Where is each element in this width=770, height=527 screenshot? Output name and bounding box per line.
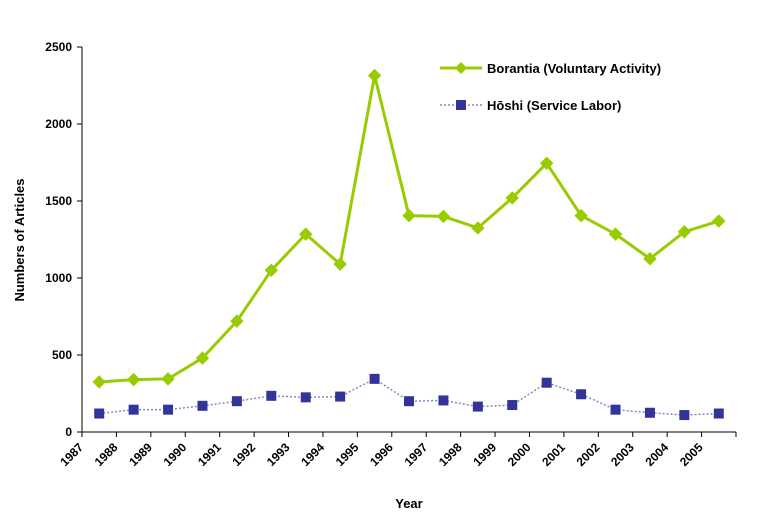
x-tick-label: 1992 [229,440,258,469]
data-point-diamond [436,209,451,224]
x-tick-label: 1995 [333,440,362,469]
data-point-diamond [677,225,692,239]
data-point-square [128,404,139,415]
y-tick-label: 1000 [45,271,72,285]
data-point-square [576,389,587,400]
x-tick-label: 1991 [195,440,224,469]
data-point-diamond [367,68,382,83]
data-point-square [507,400,518,411]
legend-label: Hōshi (Service Labor) [487,98,621,113]
y-tick-label: 500 [52,348,72,362]
data-point-diamond [161,372,175,386]
data-point-square [610,404,621,415]
data-point-square [472,401,483,412]
series-line [99,75,720,384]
y-tick-label: 1500 [45,194,72,208]
y-tick-label: 2000 [45,117,72,131]
x-tick-label: 1994 [298,440,327,469]
data-point-square [197,400,208,411]
y-tick-label: 0 [65,425,72,439]
data-point-diamond [574,208,588,223]
data-point-diamond [230,314,244,328]
y-axis-title: Numbers of Articles [12,178,27,301]
data-point-square [266,390,277,401]
series-hoshi [94,373,724,421]
data-point-square [300,392,311,403]
x-tick-label: 1996 [367,440,396,469]
x-tick-label: 1989 [126,440,155,469]
legend-marker-diamond [455,62,467,74]
x-tick-label: 2000 [505,440,534,469]
x-tick-label: 1998 [436,440,465,469]
data-point-square [369,373,380,384]
data-point-diamond [712,214,726,228]
x-tick-label: 2004 [642,440,671,469]
series-borantia [92,68,726,389]
data-point-square [644,407,655,418]
series-layer [92,68,726,421]
x-tick-label: 1997 [402,440,431,469]
data-point-square [679,410,690,421]
data-point-square [541,377,552,388]
data-point-square [335,391,346,402]
chart-axes: 0 500 1000 1500 2000 2500 1987 1988 1989 1990 1991… [45,40,737,469]
legend-item: Borantia (Voluntary Activity) [440,61,661,76]
x-tick-label: 1988 [92,440,121,469]
data-point-square [231,396,242,407]
x-tick-label: 1999 [470,440,499,469]
data-point-diamond [126,372,141,387]
x-tick-label: 2002 [574,440,603,469]
data-point-diamond [539,156,554,170]
x-tick-label: 2001 [539,440,568,469]
data-point-diamond [195,351,210,365]
data-point-diamond [333,257,347,271]
x-tick-label: 2005 [677,440,706,469]
data-point-diamond [471,221,485,235]
legend-item: Hōshi (Service Labor) [440,98,621,113]
data-point-diamond [402,208,416,223]
data-point-diamond [92,375,106,389]
data-point-square [713,408,724,419]
legend-label: Borantia (Voluntary Activity) [487,61,661,76]
data-point-square [94,408,105,419]
y-tick-label: 2500 [45,40,72,54]
x-tick-label: 1987 [57,440,86,469]
chart-legend: Borantia (Voluntary Activity) Hōshi (Serv… [440,61,661,113]
legend-marker-square [456,100,466,110]
x-tick-label: 2003 [608,440,637,469]
data-point-diamond [608,227,623,241]
data-point-diamond [643,252,657,266]
data-point-diamond [299,227,313,241]
x-tick-label: 1990 [161,440,190,469]
data-point-square [404,396,414,407]
data-point-square [163,404,174,415]
data-point-square [438,395,449,406]
x-tick-label: 1993 [264,440,293,469]
x-axis-title: Year [395,496,422,511]
data-point-diamond [264,263,279,278]
data-point-diamond [505,191,519,205]
